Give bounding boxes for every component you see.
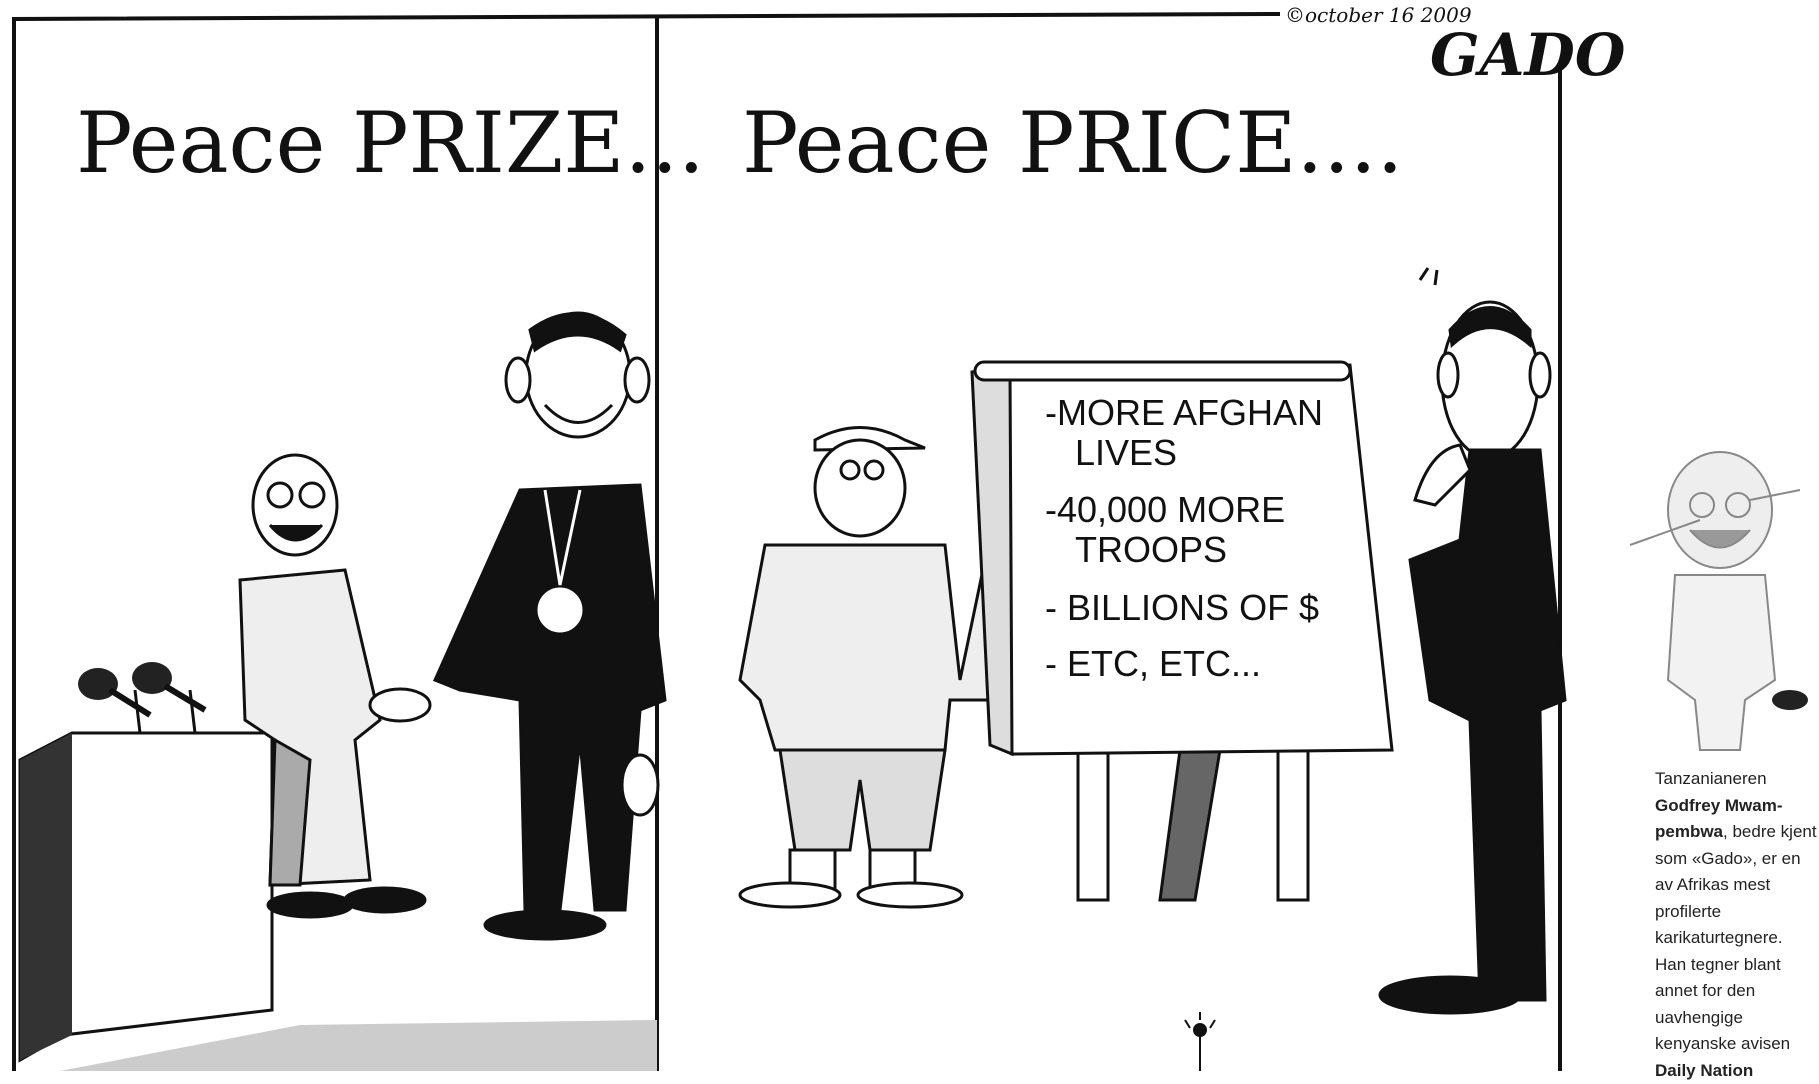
panel-title: Peace PRIZE... <box>76 94 705 192</box>
caption-name: Godfrey Mwam-pembwa <box>1655 795 1783 842</box>
flipchart <box>970 360 1394 902</box>
artist-caricature <box>1629 451 1808 751</box>
caption-paper: Daily Nation <box>1655 1060 1754 1080</box>
frame-top-left <box>12 12 1281 1071</box>
caption-text: , bedre kjent som «Gado», er en av Afrik… <box>1655 822 1817 1053</box>
laureate <box>368 311 667 941</box>
flipchart-line: TROOPS <box>1075 529 1227 570</box>
floor-shadow <box>60 1020 657 1071</box>
flipchart-line: - ETC, ETC... <box>1045 643 1261 684</box>
flower-doodle <box>1184 1012 1216 1071</box>
flipchart-line: -MORE AFGHAN <box>1045 392 1323 433</box>
flipchart-line: -40,000 MORE <box>1045 489 1285 530</box>
president <box>1378 267 1567 1015</box>
podium <box>18 662 274 1063</box>
caption: Tanzanianeren Godfrey Mwam-pembwa, bedre… <box>1655 766 1817 1084</box>
general <box>738 394 1044 909</box>
caption-intro: Tanzanianeren <box>1655 769 1767 788</box>
old-man <box>238 453 427 919</box>
signature-artist: GADO <box>1430 21 1626 89</box>
panel-title: Peace PRICE.... <box>742 94 1403 192</box>
flipchart-line: LIVES <box>1075 432 1177 473</box>
panel-frames <box>12 12 1562 1071</box>
signature-date: ©october 16 2009 <box>1285 3 1472 27</box>
flipchart-line: - BILLIONS OF $ <box>1045 587 1319 628</box>
